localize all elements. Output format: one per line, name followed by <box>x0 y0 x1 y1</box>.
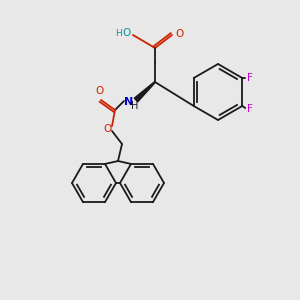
Text: O: O <box>175 29 183 39</box>
Text: O: O <box>95 86 103 96</box>
Text: O: O <box>103 124 111 134</box>
Text: H: H <box>131 101 139 111</box>
Text: O: O <box>123 28 131 38</box>
Text: H: H <box>115 28 122 38</box>
Text: F: F <box>247 104 253 114</box>
Text: N: N <box>124 97 134 107</box>
Polygon shape <box>134 82 155 102</box>
Text: F: F <box>247 73 253 83</box>
